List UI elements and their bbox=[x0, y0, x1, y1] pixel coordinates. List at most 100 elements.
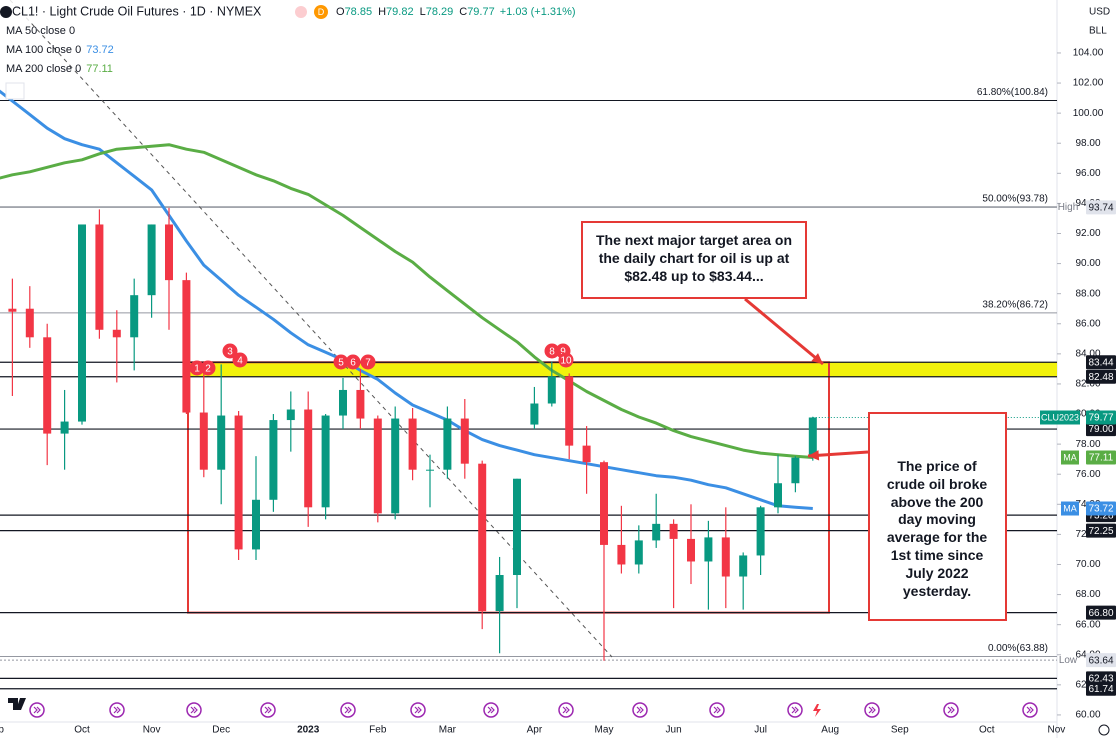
level-tag-text: 62.43 bbox=[1088, 674, 1113, 685]
candle-body bbox=[808, 417, 817, 458]
candle-body bbox=[304, 409, 313, 508]
ohlc-key: L bbox=[420, 6, 426, 18]
candle-body bbox=[547, 376, 556, 404]
candle-body bbox=[60, 421, 69, 434]
candle-body bbox=[339, 389, 347, 416]
level-tag-bg bbox=[1086, 422, 1116, 437]
event-icon-arrow bbox=[562, 706, 570, 714]
candle-body bbox=[321, 415, 330, 508]
marker bbox=[232, 352, 248, 368]
level-tag-bg bbox=[1086, 369, 1116, 384]
y-tick-label: 98.00 bbox=[1075, 138, 1100, 149]
status-dot bbox=[295, 6, 307, 18]
marker-label: 4 bbox=[237, 356, 243, 367]
ma-name-bg bbox=[1061, 450, 1079, 465]
candle-body bbox=[269, 420, 278, 500]
candle-body bbox=[617, 544, 626, 565]
legend-entry: MA 100 close 0 73.72 bbox=[6, 44, 114, 56]
last-name-bg bbox=[1040, 410, 1080, 425]
x-tick-label: Sep bbox=[891, 725, 909, 736]
ma-line bbox=[0, 143, 813, 459]
x-tick-label: May bbox=[595, 725, 614, 736]
candle-body bbox=[721, 537, 730, 577]
fib-label: 50.00%(93.78) bbox=[982, 193, 1048, 204]
candle-body bbox=[791, 457, 800, 484]
level-tag: 83.44 bbox=[1086, 355, 1116, 370]
y-tick-label: 86.00 bbox=[1075, 318, 1100, 329]
collapse-button[interactable] bbox=[5, 82, 25, 100]
candle-body bbox=[182, 280, 191, 413]
candle-body bbox=[78, 224, 86, 422]
callout-box bbox=[581, 221, 807, 299]
event-icon-arrow bbox=[1026, 706, 1034, 714]
level-tag-text: 79.00 bbox=[1088, 424, 1113, 435]
event-icon-arrow bbox=[113, 706, 121, 714]
x-tick-label: Jul bbox=[754, 725, 767, 736]
callout-box bbox=[868, 412, 1007, 621]
candle-body bbox=[373, 418, 382, 514]
x-tick-label: Oct bbox=[979, 725, 995, 736]
event-icon-arrow bbox=[868, 706, 876, 714]
level-tag: 82.48 bbox=[1086, 369, 1116, 384]
marker bbox=[222, 343, 238, 359]
level-tag-bg bbox=[1086, 523, 1116, 538]
candle-body bbox=[391, 418, 400, 514]
ma-name-bg bbox=[1061, 501, 1079, 516]
x-tick-label: Jun bbox=[666, 725, 682, 736]
symbol-icon bbox=[0, 6, 12, 18]
ohlc-key: H bbox=[378, 6, 386, 18]
level-tag-text: 61.74 bbox=[1088, 684, 1113, 695]
candle-body bbox=[112, 329, 121, 338]
chart-title: CL1! · Light Crude Oil Futures · 1D · NY… bbox=[12, 4, 262, 18]
badge-bg bbox=[314, 5, 328, 19]
event-icon-arrow bbox=[344, 706, 352, 714]
x-tick-label: Aug bbox=[821, 725, 839, 736]
extreme-tag: 63.64 bbox=[1086, 653, 1116, 668]
candle-body bbox=[286, 409, 295, 421]
candle-body bbox=[687, 538, 695, 562]
event-icon-arrow bbox=[713, 706, 721, 714]
level-tag-text: 83.44 bbox=[1088, 357, 1113, 368]
candle-body bbox=[426, 469, 434, 471]
level-tag-bg bbox=[1086, 605, 1116, 620]
extreme-label: Low bbox=[1059, 655, 1078, 666]
ohlc: O78.85 H79.82 L78.29 C79.77 +1.03 (+1.31%) bbox=[336, 6, 576, 18]
marker-label: 8 bbox=[549, 347, 555, 358]
last-price-tag-text: 79.77 bbox=[1088, 413, 1113, 424]
event-icon-arrow bbox=[791, 706, 799, 714]
candle-body bbox=[756, 507, 765, 556]
earnings-icon bbox=[813, 704, 821, 717]
marker-label: 5 bbox=[338, 358, 344, 369]
candle-body bbox=[130, 295, 139, 338]
settings-icon[interactable] bbox=[1098, 724, 1110, 736]
candle-body bbox=[147, 224, 156, 296]
ma-tag-bg bbox=[1086, 501, 1116, 516]
level-tag: 66.80 bbox=[1086, 605, 1116, 620]
marker bbox=[189, 360, 205, 376]
event-icon-arrow bbox=[264, 706, 272, 714]
event-icon-arrow bbox=[414, 706, 422, 714]
ohlc-value: 79.82 bbox=[386, 6, 414, 18]
fib-label: 38.20%(86.72) bbox=[982, 300, 1048, 311]
x-tick-label: Sep bbox=[0, 725, 4, 736]
y-tick-label: 90.00 bbox=[1075, 258, 1100, 269]
candle-body bbox=[356, 389, 365, 419]
ohlc-value: 79.77 bbox=[467, 6, 495, 18]
marker bbox=[345, 354, 361, 370]
y-tick-label: 82.00 bbox=[1075, 379, 1100, 390]
marker bbox=[360, 354, 376, 370]
level-tag-text: 72.25 bbox=[1088, 526, 1113, 537]
extreme-tag: 93.74 bbox=[1086, 200, 1116, 215]
x-tick-label: 2023 bbox=[297, 725, 320, 736]
ma-tag-bg bbox=[1086, 450, 1116, 465]
marker-label: 7 bbox=[365, 358, 371, 369]
candle-body bbox=[478, 463, 487, 612]
marker-label: 9 bbox=[560, 347, 566, 358]
x-tick-label: Feb bbox=[369, 725, 387, 736]
candle-body bbox=[530, 403, 539, 425]
event-icon-arrow bbox=[190, 706, 198, 714]
change: +1.03 (+1.31%) bbox=[500, 6, 576, 18]
extreme-tag-text: 93.74 bbox=[1088, 202, 1113, 213]
candle-body bbox=[217, 415, 226, 470]
